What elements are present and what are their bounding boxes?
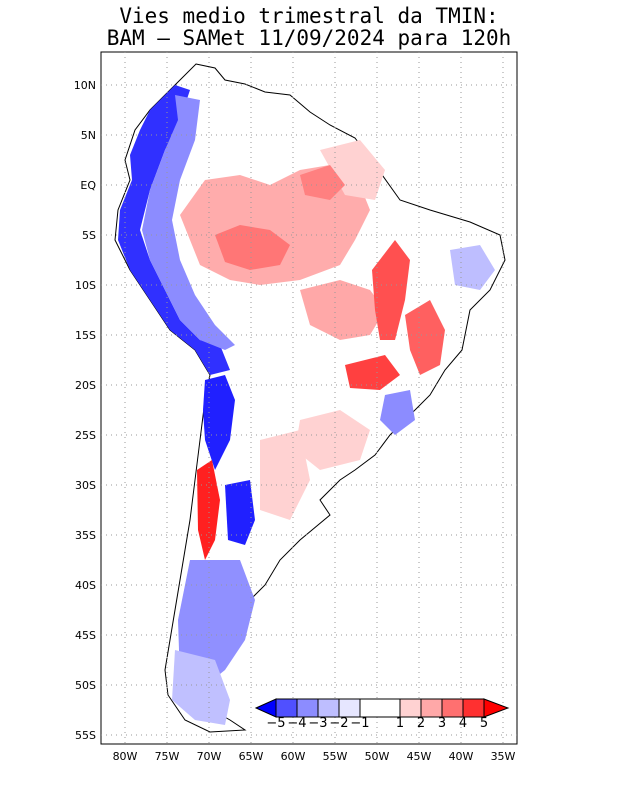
- bias-strong-east: [405, 300, 445, 375]
- lat-tick: 10N: [74, 79, 96, 92]
- bias-negative-southeast: [380, 390, 415, 435]
- lon-tick: 50W: [365, 750, 390, 763]
- lat-tick: EQ: [80, 179, 96, 192]
- bias-strong-amazon: [215, 225, 290, 270]
- bias-negative-northeast: [450, 245, 495, 290]
- lat-tick: 35S: [75, 529, 96, 542]
- colorbar-label: 5: [480, 716, 488, 731]
- colorbar-label: −1: [350, 716, 369, 731]
- lat-tick: 45S: [75, 629, 96, 642]
- longitude-axis: 80W 75W 70W 65W 60W 55W 50W 45W 40W 35W: [113, 750, 516, 763]
- colorbar-swatch: [296, 698, 319, 718]
- colorbar-label: −3: [308, 716, 327, 731]
- lat-tick: 50S: [75, 679, 96, 692]
- lon-tick: 55W: [323, 750, 348, 763]
- lon-tick: 60W: [281, 750, 306, 763]
- colorbar-swatch: [317, 698, 340, 718]
- colorbar-label: 1: [396, 716, 404, 731]
- map-grid: [101, 52, 517, 744]
- bias-positive-plata: [295, 410, 370, 470]
- bias-negative-south-tip: [172, 650, 230, 725]
- bias-strong-chile: [197, 460, 220, 560]
- colorbar-label: 2: [417, 716, 425, 731]
- lat-tick: 5S: [82, 229, 96, 242]
- lat-tick: 25S: [75, 429, 96, 442]
- colorbar-label: −4: [287, 716, 306, 731]
- lon-tick: 45W: [407, 750, 432, 763]
- lat-tick: 20S: [75, 379, 96, 392]
- lat-tick: 10S: [75, 279, 96, 292]
- lon-tick: 65W: [239, 750, 264, 763]
- colorbar-label: 4: [459, 716, 467, 731]
- bias-negative-atacama: [203, 375, 235, 470]
- colorbar-label: −2: [329, 716, 348, 731]
- colorbar-swatch: [359, 698, 401, 718]
- bias-moderate-andes: [142, 95, 235, 350]
- bias-light-south: [260, 430, 310, 520]
- lon-tick: 40W: [449, 750, 474, 763]
- lon-tick: 70W: [197, 750, 222, 763]
- lon-tick: 35W: [491, 750, 516, 763]
- bias-strong-southeast: [345, 355, 400, 390]
- latitude-axis: 10N 5N EQ 5S 10S 15S 20S 25S 30S 35S 40S…: [74, 79, 97, 742]
- bias-negative-cuyo: [225, 480, 255, 545]
- bias-strong-guiana: [300, 165, 345, 200]
- colorbar-label: 3: [438, 716, 446, 731]
- bias-strong-brazil: [372, 240, 410, 340]
- colorbar-swatch: [275, 698, 298, 718]
- lon-tick: 80W: [113, 750, 138, 763]
- colorbar-swatch: [462, 698, 485, 718]
- map-title-line2: BAM – SAMet 11/09/2024 para 120h: [106, 26, 512, 50]
- colorbar: −5 −4 −3 −2 −1 1 2 3 4 5: [254, 698, 510, 731]
- colorbar-swatch: [420, 698, 443, 718]
- colorbar-arrow-max: [483, 698, 510, 718]
- bias-positive-central: [300, 280, 385, 340]
- colorbar-swatch: [399, 698, 422, 718]
- colorbar-swatch: [441, 698, 464, 718]
- lat-tick: 15S: [75, 329, 96, 342]
- bias-positive-northeast: [320, 140, 385, 200]
- map-title-line1: Vies medio trimestral da TMIN:: [119, 4, 499, 28]
- colorbar-label: −5: [266, 716, 285, 731]
- lon-tick: 75W: [155, 750, 180, 763]
- lat-tick: 40S: [75, 579, 96, 592]
- colorbar-swatch: [338, 698, 361, 718]
- lat-tick: 30S: [75, 479, 96, 492]
- lat-tick: 5N: [81, 129, 96, 142]
- bias-negative-andes-north: [118, 85, 230, 375]
- lat-tick: 55S: [75, 729, 96, 742]
